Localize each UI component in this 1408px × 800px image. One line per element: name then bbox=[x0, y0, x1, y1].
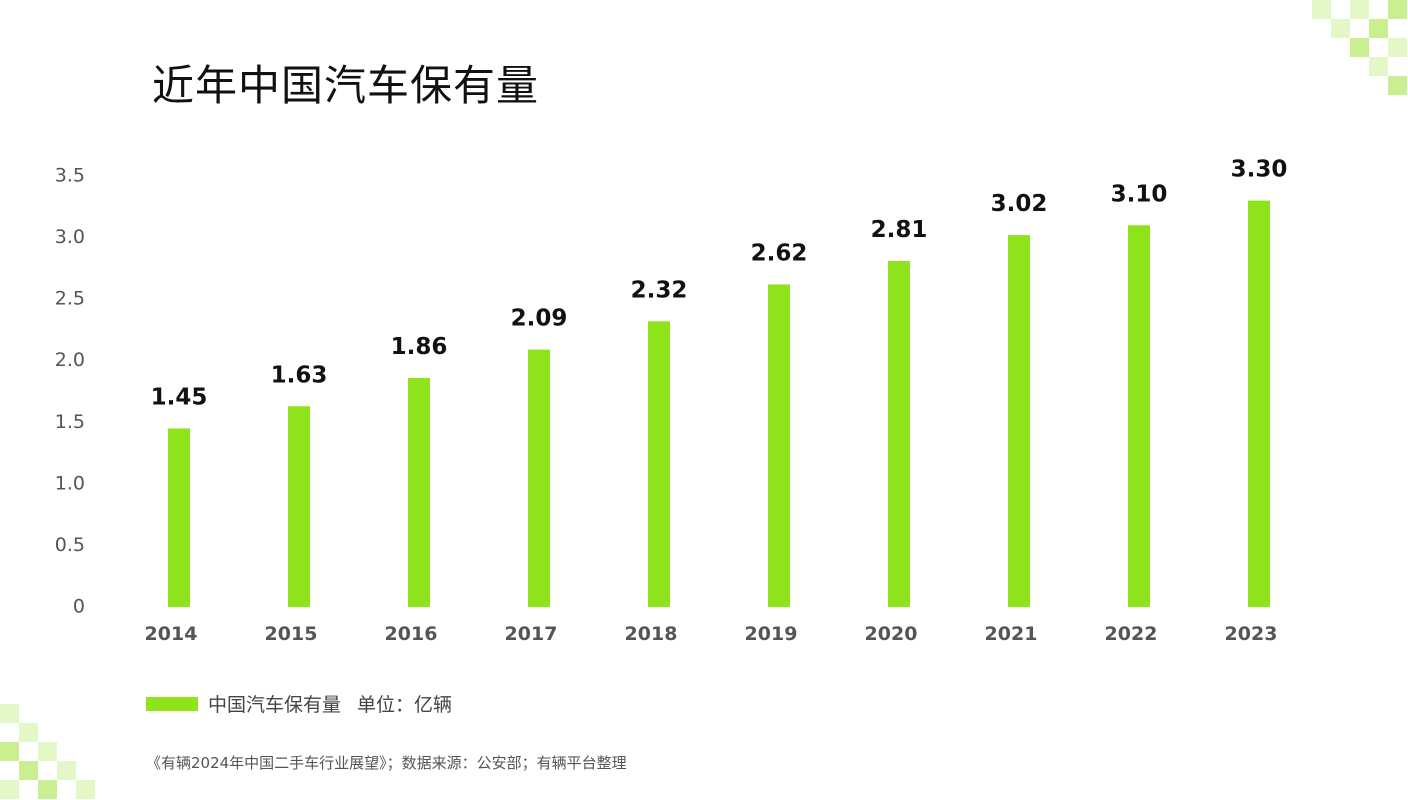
y-tick-label: 1.0 bbox=[55, 472, 85, 494]
y-tick-label: 1.5 bbox=[55, 411, 85, 433]
source-note: 《有辆2024年中国二手车行业展望》；数据来源：公安部；有辆平台整理 bbox=[146, 754, 627, 772]
x-tick-label: 2022 bbox=[1105, 623, 1158, 645]
legend-unit-label: 单位：亿辆 bbox=[357, 694, 453, 716]
bar bbox=[768, 284, 790, 607]
checker-cell bbox=[1369, 57, 1388, 76]
checker-cell bbox=[76, 780, 95, 799]
checker-cell bbox=[57, 761, 76, 780]
checker-cell bbox=[1388, 76, 1407, 95]
y-tick-label: 3.5 bbox=[55, 165, 85, 187]
checker-cell bbox=[1331, 19, 1350, 38]
y-tick-label: 2.5 bbox=[55, 288, 85, 310]
data-label: 2.32 bbox=[631, 277, 688, 303]
x-tick-label: 2021 bbox=[985, 623, 1038, 645]
checker-cell bbox=[0, 704, 19, 723]
checker-cell bbox=[1388, 0, 1407, 19]
x-tick-label: 2020 bbox=[865, 623, 918, 645]
data-label: 1.45 bbox=[151, 384, 208, 410]
data-label: 1.86 bbox=[391, 334, 448, 360]
bar bbox=[528, 349, 550, 607]
bar bbox=[1008, 235, 1030, 607]
x-axis: 2014 2015 2016 2017 2018 2019 2020 2021 2022 2023 bbox=[145, 623, 1278, 645]
checker-cell bbox=[38, 780, 57, 799]
checker-decoration-top-right bbox=[1312, 0, 1407, 95]
bar bbox=[888, 260, 910, 607]
checker-cell bbox=[1350, 0, 1369, 19]
checker-cell bbox=[0, 742, 19, 761]
x-tick-label: 2023 bbox=[1225, 623, 1278, 645]
x-tick-label: 2019 bbox=[745, 623, 798, 645]
x-tick-label: 2015 bbox=[265, 623, 318, 645]
checker-cell bbox=[0, 780, 19, 799]
bar bbox=[1128, 225, 1150, 607]
legend: 中国汽车保有量 单位：亿辆 bbox=[146, 690, 452, 717]
checker-cell bbox=[19, 723, 38, 742]
bar bbox=[648, 321, 670, 607]
x-tick-label: 2014 bbox=[145, 623, 198, 645]
checker-cell bbox=[1388, 38, 1407, 57]
data-label: 3.30 bbox=[1231, 157, 1288, 183]
x-tick-label: 2018 bbox=[625, 623, 678, 645]
data-label: 3.10 bbox=[1111, 181, 1168, 207]
checker-cell bbox=[1312, 0, 1331, 19]
bar bbox=[408, 377, 430, 607]
bar bbox=[168, 428, 190, 607]
y-tick-label: 0 bbox=[73, 596, 85, 618]
y-tick-label: 3.0 bbox=[55, 226, 85, 248]
legend-series-label: 中国汽车保有量 bbox=[208, 694, 342, 716]
checker-cell bbox=[1350, 38, 1369, 57]
bar bbox=[288, 406, 310, 607]
legend-swatch bbox=[146, 696, 198, 711]
checker-cell bbox=[19, 761, 38, 780]
bars bbox=[168, 200, 1270, 607]
data-label: 2.62 bbox=[751, 240, 808, 266]
chart-title: 近年中国汽车保有量 bbox=[152, 61, 540, 110]
y-axis: 0 0.5 1.0 1.5 2.0 2.5 3.0 3.5 bbox=[55, 165, 85, 618]
checker-decoration-bottom-left bbox=[0, 704, 95, 799]
y-tick-label: 2.0 bbox=[55, 349, 85, 371]
bar-chart: 0 0.5 1.0 1.5 2.0 2.5 3.0 3.5 1.45 1.63 1.86 2.09 2… bbox=[55, 157, 1288, 645]
y-tick-label: 0.5 bbox=[55, 534, 85, 556]
checker-cell bbox=[1369, 19, 1388, 38]
data-label: 1.63 bbox=[271, 362, 328, 388]
data-labels: 1.45 1.63 1.86 2.09 2.32 2.62 2.81 3.02 3.10 3.30 bbox=[151, 157, 1288, 411]
data-label: 3.02 bbox=[991, 191, 1048, 217]
x-tick-label: 2016 bbox=[385, 623, 438, 645]
data-label: 2.81 bbox=[871, 217, 928, 243]
data-label: 2.09 bbox=[511, 306, 568, 332]
checker-cell bbox=[38, 742, 57, 761]
x-tick-label: 2017 bbox=[505, 623, 558, 645]
bar bbox=[1248, 200, 1270, 607]
